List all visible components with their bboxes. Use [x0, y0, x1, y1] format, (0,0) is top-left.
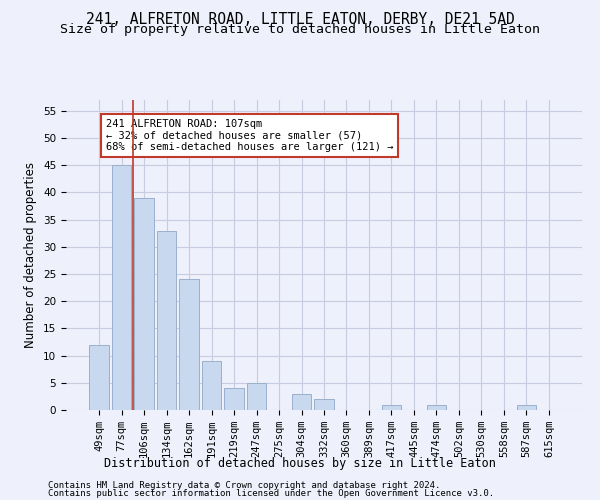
Bar	[427, 404, 446, 410]
Bar	[314, 399, 334, 410]
Bar	[134, 198, 154, 410]
Bar	[179, 280, 199, 410]
Bar	[382, 404, 401, 410]
Bar	[224, 388, 244, 410]
Text: 241, ALFRETON ROAD, LITTLE EATON, DERBY, DE21 5AD: 241, ALFRETON ROAD, LITTLE EATON, DERBY,…	[86, 12, 514, 28]
Bar	[202, 361, 221, 410]
Text: Contains public sector information licensed under the Open Government Licence v3: Contains public sector information licen…	[48, 489, 494, 498]
Bar	[89, 344, 109, 410]
Bar	[112, 166, 131, 410]
Text: Contains HM Land Registry data © Crown copyright and database right 2024.: Contains HM Land Registry data © Crown c…	[48, 481, 440, 490]
Bar	[247, 383, 266, 410]
Bar	[517, 404, 536, 410]
Text: 241 ALFRETON ROAD: 107sqm
← 32% of detached houses are smaller (57)
68% of semi-: 241 ALFRETON ROAD: 107sqm ← 32% of detac…	[106, 119, 393, 152]
Bar	[292, 394, 311, 410]
Y-axis label: Number of detached properties: Number of detached properties	[25, 162, 37, 348]
Text: Distribution of detached houses by size in Little Eaton: Distribution of detached houses by size …	[104, 458, 496, 470]
Text: Size of property relative to detached houses in Little Eaton: Size of property relative to detached ho…	[60, 22, 540, 36]
Bar	[157, 230, 176, 410]
